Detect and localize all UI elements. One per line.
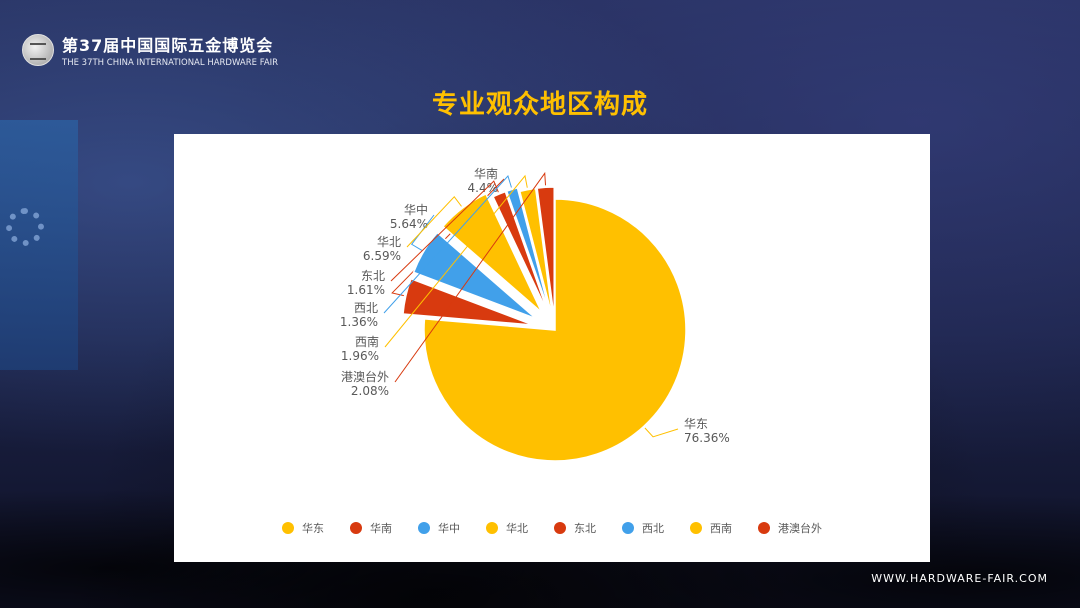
- slice-label-name-3: 华中: [404, 202, 428, 217]
- legend-dot-icon: [282, 522, 294, 534]
- slice-label-name-4: 华北: [377, 235, 401, 249]
- leader-line-4: [406, 196, 462, 248]
- leader-line-8: [394, 171, 547, 383]
- slice-label-value-3: 5.64%: [390, 217, 428, 231]
- slice-label-name-5: 东北: [361, 269, 385, 283]
- leader-line-7: [384, 174, 528, 348]
- slice-label-value-1: 76.36%: [684, 431, 730, 445]
- legend-label: 华南: [370, 522, 392, 535]
- slice-label-name-2: 华南: [474, 166, 498, 181]
- chart-legend: 华东 华南 华中 华北 东北 西北 西南 港澳台外: [174, 520, 930, 536]
- slice-label-value-5: 1.61%: [347, 283, 385, 297]
- legend-label: 西南: [710, 522, 732, 535]
- slice-label-value-2: 4.4%: [468, 181, 499, 195]
- legend-dot-icon: [418, 522, 430, 534]
- legend-dot-icon: [758, 522, 770, 534]
- pie-slice-8: [536, 186, 555, 319]
- legend-dot-icon: [554, 522, 566, 534]
- background-booth-panel: [0, 120, 78, 370]
- leader-line-3: [410, 214, 435, 251]
- slice-label-value-8: 2.08%: [351, 384, 389, 398]
- legend-item-2: 华南: [350, 520, 392, 536]
- legend-dot-icon: [350, 522, 362, 534]
- slice-label-value-6: 1.36%: [340, 315, 378, 329]
- legend-item-1: 华东: [282, 520, 324, 536]
- pie-slice-4: [441, 192, 543, 314]
- legend-item-5: 东北: [554, 520, 596, 536]
- chart-title: 专业观众地区构成: [431, 90, 648, 120]
- footer-url: WWW.HARDWARE-FAIR.COM: [871, 572, 1048, 585]
- legend-dot-icon: [622, 522, 634, 534]
- legend-item-8: 港澳台外: [758, 520, 822, 536]
- legend-item-7: 西南: [690, 520, 732, 536]
- legend-item-4: 华北: [486, 520, 528, 536]
- slice-label-value-7: 1.96%: [341, 349, 379, 363]
- legend-dot-icon: [690, 522, 702, 534]
- legend-item-3: 华中: [418, 520, 460, 536]
- pie-slice-7: [518, 187, 554, 319]
- slice-label-name-6: 西北: [354, 301, 378, 315]
- pie-slice-6: [505, 186, 552, 315]
- slice-label-name-7: 西南: [355, 334, 379, 349]
- pie-slice-1: [423, 198, 687, 462]
- pie-slice-3: [412, 231, 537, 320]
- leader-line-6: [383, 175, 512, 314]
- legend-item-6: 西北: [622, 520, 664, 536]
- fair-title-cn: 第37届中国国际五金博览会: [62, 36, 274, 55]
- fair-title-en: THE 37TH CHINA INTERNATIONAL HARDWARE FA…: [62, 58, 279, 68]
- legend-dot-icon: [486, 522, 498, 534]
- fair-logo-icon: [22, 34, 54, 66]
- legend-label: 港澳台外: [778, 522, 822, 535]
- fair-header: 第37届中国国际五金博览会 THE 37TH CHINA INTERNATION…: [22, 32, 278, 68]
- legend-label: 东北: [574, 522, 596, 535]
- legend-label: 华东: [302, 522, 324, 535]
- legend-label: 华北: [506, 522, 528, 535]
- pie-slice-5: [492, 190, 550, 316]
- leader-line-1: [644, 427, 679, 438]
- gear-icon: [6, 208, 44, 246]
- chart-card: 华东 76.36% 华南 4.4% 华中 5.64% 华北 6.59% 东北 1.61% 西北 1.3…: [174, 134, 930, 562]
- legend-label: 西北: [642, 522, 664, 535]
- slice-label-name-1: 华东: [684, 417, 708, 431]
- slice-label-name-8: 港澳台外: [341, 369, 389, 384]
- legend-label: 华中: [438, 522, 460, 535]
- pie-slice-2: [402, 277, 534, 326]
- slice-label-value-4: 6.59%: [363, 249, 401, 263]
